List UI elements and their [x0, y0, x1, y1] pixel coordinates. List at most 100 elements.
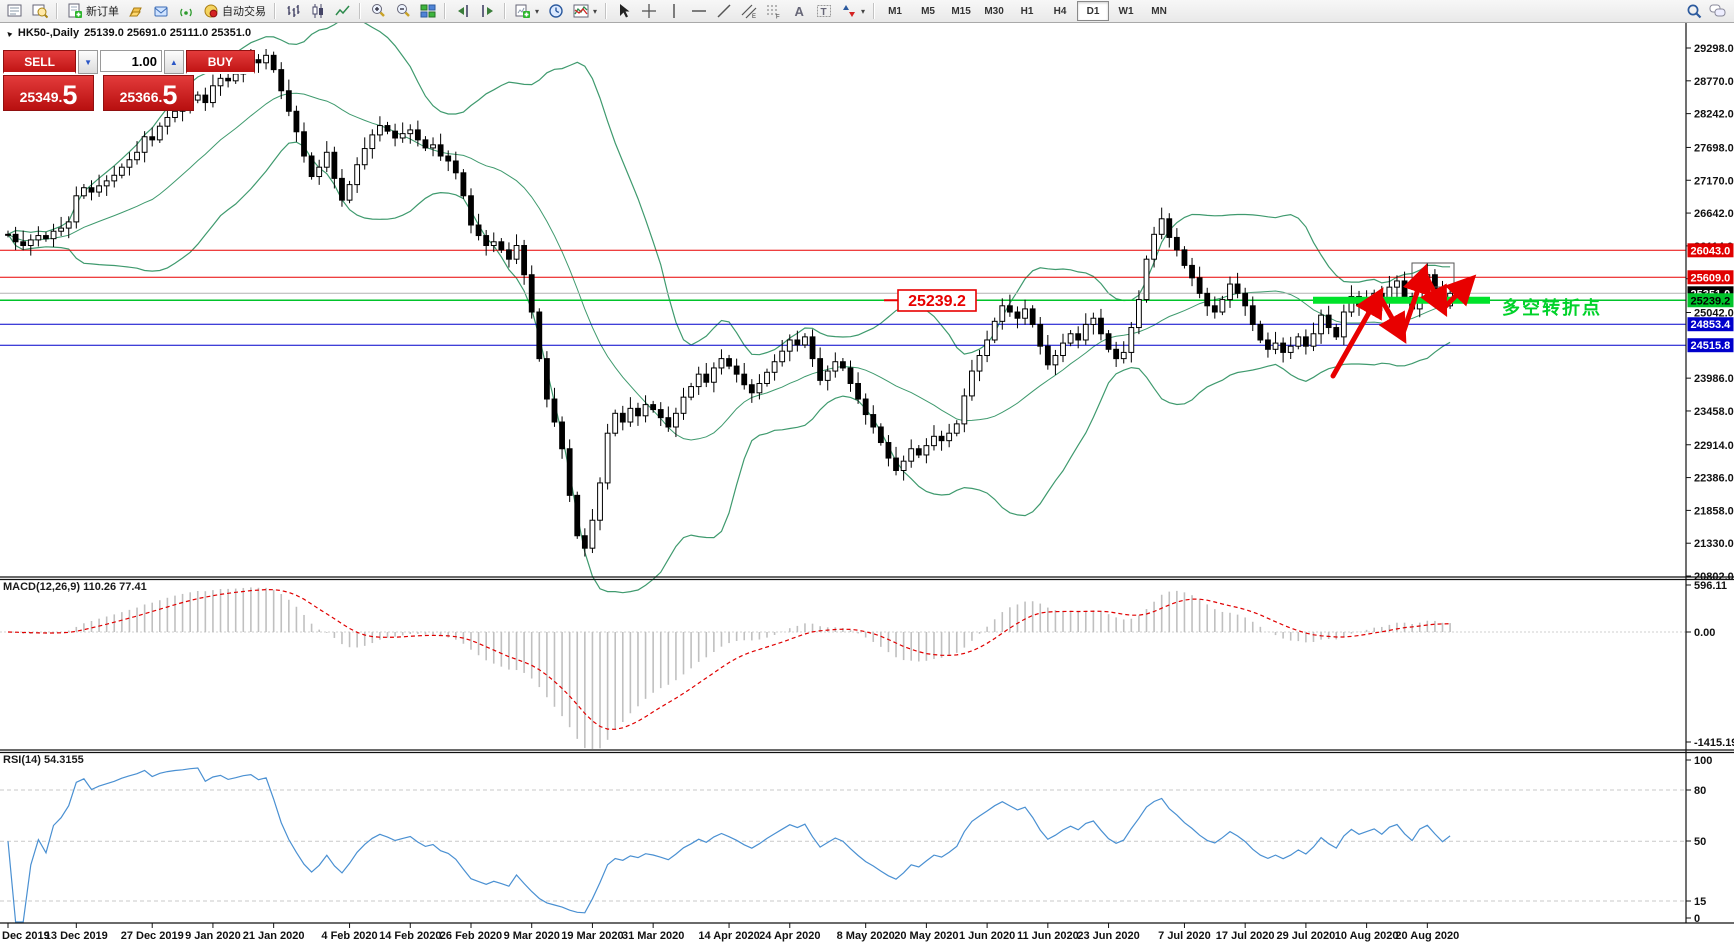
indicators-button[interactable]: ▾	[568, 0, 601, 22]
dropdown-caret-icon: ▾	[861, 6, 866, 16]
svg-text:25609.0: 25609.0	[1691, 272, 1731, 284]
svg-text:25239.2: 25239.2	[1691, 295, 1731, 307]
annotations-layer[interactable]: 25239.2 多空转折点	[884, 262, 1602, 379]
arrows-icon	[840, 3, 857, 20]
buy-price-display[interactable]: 25366. 5	[103, 75, 194, 111]
new-chart-button[interactable]: ▾	[510, 0, 543, 22]
metaeditor-button[interactable]	[148, 0, 173, 22]
trendline-tool-button[interactable]	[711, 0, 736, 22]
svg-text:596.11: 596.11	[1694, 580, 1727, 592]
indicators-icon	[572, 3, 589, 20]
chart-shift-button[interactable]	[450, 0, 475, 22]
svg-text:26642.0: 26642.0	[1694, 208, 1734, 220]
chart-shift-icon	[454, 3, 471, 20]
svg-text:26043.0: 26043.0	[1691, 245, 1731, 257]
sell-price-display[interactable]: 25349. 5	[3, 75, 94, 111]
trend-arrow-segment[interactable]	[1399, 263, 1432, 339]
chart-canvas[interactable]: 29298.0 28770.0 28242.0 27698.0 27170.0 26642…	[0, 17, 1734, 945]
svg-text:29 Jul 2020: 29 Jul 2020	[1277, 930, 1336, 942]
candles-layer	[5, 49, 1453, 557]
auto-scroll-button[interactable]	[475, 0, 500, 22]
text-label-tool-button[interactable]: T	[811, 0, 836, 22]
ohlc-values: 25139.0 25691.0 25111.0 25351.0	[84, 27, 252, 39]
toolbar-separator	[504, 3, 506, 19]
toolbar-separator	[274, 3, 276, 19]
crosshair-tool-button[interactable]	[636, 0, 661, 22]
volume-up-button[interactable]: ▲	[163, 50, 184, 74]
buy-button[interactable]: BUY	[185, 50, 256, 74]
data-window-icon	[31, 3, 48, 20]
trend-arrow-segment[interactable]	[1420, 269, 1448, 318]
toolbar-separator	[56, 3, 58, 19]
timeframe-M5[interactable]: M5	[921, 5, 935, 17]
toolbar-separator	[605, 3, 608, 19]
svg-text:4 Feb 2020: 4 Feb 2020	[321, 930, 377, 942]
autotrading-label: 自动交易	[222, 6, 266, 18]
volume-down-button[interactable]: ▼	[78, 50, 98, 74]
new-order-button[interactable]: 新订单	[62, 0, 123, 22]
data-window-button[interactable]	[27, 0, 52, 22]
trend-arrow-segment[interactable]	[1330, 287, 1384, 379]
equidistant-channel-tool-button[interactable]: E	[736, 0, 761, 22]
text-tool-button[interactable]: A	[786, 0, 811, 22]
chat-icon[interactable]	[1709, 3, 1726, 20]
price-badge-25239.2	[1687, 293, 1734, 308]
svg-text:23986.0: 23986.0	[1694, 373, 1734, 385]
svg-text:A: A	[794, 4, 804, 19]
trend-arrow-segment[interactable]	[1376, 292, 1407, 344]
arrows-tool-button[interactable]: ▾	[836, 0, 869, 22]
bar-chart-mode-button[interactable]	[280, 0, 305, 22]
svg-text:50: 50	[1694, 836, 1706, 848]
svg-text:9 Mar 2020: 9 Mar 2020	[504, 930, 560, 942]
tile-windows-button[interactable]	[415, 0, 440, 22]
timeframe-MN[interactable]: MN	[1151, 5, 1167, 17]
dropdown-caret-icon: ▾	[535, 6, 540, 16]
cursor-tool-button[interactable]	[611, 0, 636, 22]
timeframe-D1[interactable]: D1	[1077, 1, 1110, 21]
fibonacci-tool-button[interactable]: F	[761, 0, 786, 22]
timeframe-H4[interactable]: H4	[1053, 5, 1067, 17]
collapse-panel-icon[interactable]: ▲	[2, 27, 15, 39]
svg-text:23458.0: 23458.0	[1694, 406, 1734, 418]
search-icon[interactable]	[1686, 3, 1703, 20]
candle-chart-mode-button[interactable]	[305, 0, 330, 22]
vertical-line-tool-button[interactable]	[661, 0, 686, 22]
turning-point-level-bar[interactable]	[1313, 296, 1490, 304]
svg-text:100: 100	[1694, 755, 1712, 767]
toolbar-separator	[444, 3, 446, 19]
zoom-out-button[interactable]	[390, 0, 415, 22]
macd-indicator-label: MACD(12,26,9) 110.26 77.41	[3, 581, 147, 593]
timeframe-H1[interactable]: H1	[1020, 5, 1034, 17]
level-label-box[interactable]: 25239.2	[884, 289, 977, 312]
bollinger-upper-band	[7, 17, 1451, 356]
tile-windows-icon	[419, 3, 436, 20]
quotes-button[interactable]	[123, 0, 148, 22]
svg-text:24 Apr 2020: 24 Apr 2020	[759, 930, 820, 942]
svg-text:14 Feb 2020: 14 Feb 2020	[379, 930, 441, 942]
zoom-out-icon	[394, 3, 411, 20]
svg-text:25239.2: 25239.2	[908, 293, 966, 310]
line-chart-mode-button[interactable]	[330, 0, 355, 22]
svg-text:28770.0: 28770.0	[1694, 76, 1734, 88]
svg-text:31 Mar 2020: 31 Mar 2020	[622, 930, 684, 942]
zoom-in-icon	[369, 3, 386, 20]
horizontal-line-tool-button[interactable]	[686, 0, 711, 22]
sell-button[interactable]: SELL	[3, 50, 77, 74]
autotrading-button[interactable]: 自动交易	[198, 0, 270, 22]
svg-text:22386.0: 22386.0	[1694, 473, 1734, 485]
timeframe-M30[interactable]: M30	[984, 5, 1004, 17]
market-watch-button[interactable]	[2, 0, 27, 22]
period-clock-button[interactable]	[543, 0, 568, 22]
trend-arrow-segment[interactable]	[1440, 274, 1477, 312]
svg-text:22914.0: 22914.0	[1694, 440, 1734, 452]
timeframe-M1[interactable]: M1	[888, 5, 902, 17]
signals-button[interactable]	[173, 0, 198, 22]
buy-price-big-digit: 5	[162, 80, 178, 110]
timeframe-M15[interactable]: M15	[951, 5, 971, 17]
svg-text:9 Jan 2020: 9 Jan 2020	[185, 930, 241, 942]
turning-point-text[interactable]: 多空转折点	[1502, 297, 1602, 318]
timeframe-W1[interactable]: W1	[1118, 5, 1134, 17]
chart-window[interactable]: 29298.0 28770.0 28242.0 27698.0 27170.0 26642…	[0, 17, 1734, 945]
zoom-in-button[interactable]	[365, 0, 390, 22]
volume-input[interactable]	[99, 50, 162, 72]
